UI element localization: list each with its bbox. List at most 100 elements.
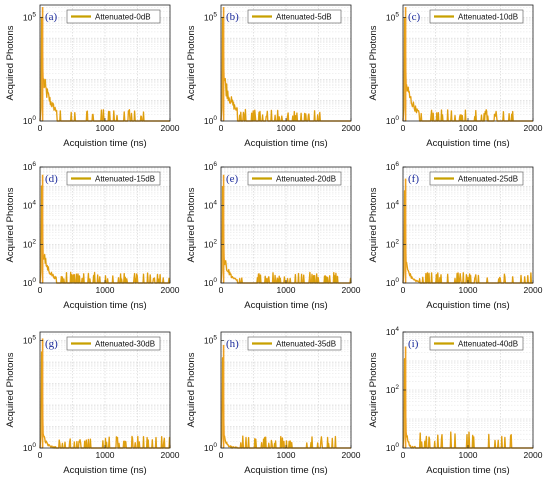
legend-box	[247, 336, 342, 351]
x-tick-label: 2000	[161, 123, 180, 133]
y-tick-label: 105	[204, 11, 217, 22]
panel-b: 0 1000 2000 105 100 Acquistion time (ns) Acqui…	[186, 4, 361, 149]
legend-label: Attenuated-35dB	[276, 340, 336, 349]
legend-box	[66, 336, 161, 351]
panel-letter: (h)	[226, 338, 239, 350]
y-tick-label: 105	[23, 11, 36, 22]
y-tick-label: 102	[386, 238, 399, 249]
x-tick-label: 2000	[161, 450, 180, 460]
x-axis-label: Acquistion time (ns)	[426, 465, 509, 476]
legend: Attenuated-5dB	[247, 9, 342, 24]
x-axis-label: Acquistion time (ns)	[244, 138, 327, 149]
y-axis-label: Acquired Photons	[186, 25, 197, 100]
legend-box	[429, 171, 524, 186]
panel-g: 0 1000 2000 105 100 Acquistion time (ns) Acqui…	[5, 331, 180, 476]
x-axis-label: Acquistion time (ns)	[63, 465, 146, 476]
y-axis-label: Acquired Photons	[368, 25, 379, 100]
legend: Attenuated-15dB	[66, 171, 161, 186]
legend-label: Attenuated-20dB	[276, 175, 336, 184]
legend-label: Attenuated-25dB	[458, 175, 518, 184]
x-tick-label: 2000	[342, 123, 361, 133]
legend-box	[66, 9, 161, 24]
y-tick-label: 100	[386, 442, 399, 453]
x-tick-label: 1000	[96, 450, 115, 460]
x-tick-label: 1000	[277, 450, 296, 460]
panel-d: 0 1000 2000 106 104 102 100 Acquistion time (ns…	[5, 161, 180, 311]
y-axis-label: Acquired Photons	[186, 352, 197, 427]
panel-a: 0 1000 2000 105 100 Acquistion time (ns) Acqui…	[5, 4, 180, 149]
y-tick-label: 100	[204, 277, 217, 288]
panel-letter: (a)	[45, 11, 58, 23]
x-axis-label: Acquistion time (ns)	[426, 300, 509, 311]
panel-letter: (d)	[45, 173, 58, 185]
legend: Attenuated-0dB	[66, 9, 161, 24]
panel-i: 0 1000 2000 104 102 100 Acquistion time (ns) Ac…	[368, 326, 543, 476]
panel-c: 0 1000 2000 105 100 Acquistion time (ns) Acqui…	[368, 4, 543, 149]
panel-letter: (b)	[226, 11, 239, 23]
y-tick-label: 104	[386, 200, 399, 211]
legend-label: Attenuated-40dB	[458, 340, 518, 349]
x-axis-label: Acquistion time (ns)	[244, 300, 327, 311]
y-tick-label: 106	[386, 161, 399, 172]
x-tick-label: 1000	[96, 285, 115, 295]
x-tick-label: 2000	[524, 450, 543, 460]
y-axis-label: Acquired Photons	[368, 187, 379, 262]
panel-h: 0 1000 2000 105 100 Acquistion time (ns) Acqui…	[186, 331, 361, 476]
legend-label: Attenuated-10dB	[458, 13, 518, 22]
y-tick-label: 102	[23, 238, 36, 249]
x-tick-label: 0	[401, 450, 406, 460]
y-tick-label: 100	[386, 115, 399, 126]
x-tick-label: 2000	[524, 285, 543, 295]
y-tick-label: 105	[23, 335, 36, 346]
legend-label: Attenuated-15dB	[95, 175, 155, 184]
panel-letter: (i)	[408, 338, 419, 350]
y-tick-label: 106	[204, 161, 217, 172]
y-tick-label: 100	[23, 115, 36, 126]
legend-box	[247, 9, 342, 24]
panel-letter: (f)	[408, 173, 419, 185]
panel-letter: (g)	[45, 338, 58, 350]
legend-box	[247, 171, 342, 186]
y-tick-label: 100	[23, 442, 36, 453]
x-tick-label: 0	[219, 123, 224, 133]
x-axis-label: Acquistion time (ns)	[63, 300, 146, 311]
legend: Attenuated-40dB	[429, 336, 524, 351]
x-tick-label: 0	[38, 450, 43, 460]
legend-label: Attenuated-0dB	[95, 13, 151, 22]
x-tick-label: 1000	[277, 285, 296, 295]
legend-box	[66, 171, 161, 186]
x-tick-label: 1000	[96, 123, 115, 133]
legend: Attenuated-30dB	[66, 336, 161, 351]
y-tick-label: 105	[204, 335, 217, 346]
x-tick-label: 2000	[161, 285, 180, 295]
x-tick-label: 1000	[459, 285, 478, 295]
legend-label: Attenuated-5dB	[276, 13, 332, 22]
legend: Attenuated-35dB	[247, 336, 342, 351]
x-tick-label: 0	[38, 123, 43, 133]
x-tick-label: 0	[401, 285, 406, 295]
x-tick-label: 0	[38, 285, 43, 295]
x-axis-label: Acquistion time (ns)	[426, 138, 509, 149]
x-tick-label: 0	[401, 123, 406, 133]
panel-f: 0 1000 2000 106 104 102 100 Acquistion time (ns…	[368, 161, 543, 311]
x-tick-label: 1000	[459, 450, 478, 460]
legend-box	[429, 336, 524, 351]
x-tick-label: 1000	[277, 123, 296, 133]
y-axis-label: Acquired Photons	[5, 352, 16, 427]
legend: Attenuated-25dB	[429, 171, 524, 186]
x-axis-label: Acquistion time (ns)	[63, 138, 146, 149]
y-tick-label: 100	[204, 442, 217, 453]
x-tick-label: 0	[219, 285, 224, 295]
y-tick-label: 106	[23, 161, 36, 172]
y-tick-label: 104	[204, 200, 217, 211]
x-tick-label: 2000	[524, 123, 543, 133]
y-tick-label: 104	[386, 326, 399, 337]
x-tick-label: 0	[219, 450, 224, 460]
y-tick-label: 102	[386, 384, 399, 395]
x-tick-label: 2000	[342, 450, 361, 460]
y-axis-label: Acquired Photons	[5, 25, 16, 100]
y-tick-label: 104	[23, 200, 36, 211]
x-tick-label: 2000	[342, 285, 361, 295]
y-tick-label: 100	[386, 277, 399, 288]
